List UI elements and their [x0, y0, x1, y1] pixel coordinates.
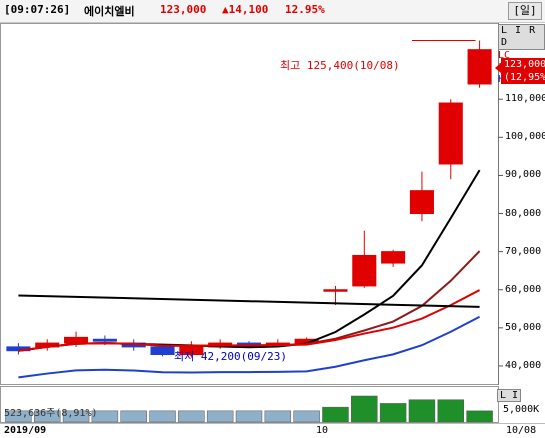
- volume-bar: [466, 410, 493, 423]
- y-tick-label: 100,000: [505, 131, 545, 143]
- volume-bar: [379, 403, 407, 423]
- high-annotation: 최고 125,400(10/08): [280, 59, 400, 72]
- current-price-tag: 123,000 (12,95%: [495, 58, 545, 84]
- volume-bar: [91, 410, 119, 423]
- volume-axis-tick: 5,000K: [503, 404, 540, 415]
- volume-bar: [351, 395, 378, 423]
- low-annotation: 최저 42,200(09/23): [174, 350, 287, 363]
- y-tick-label: 40,000: [505, 359, 542, 371]
- current-price-tag-value: 123,000: [504, 59, 545, 70]
- y-tick-label: 50,000: [505, 321, 542, 333]
- volume-bar: [62, 410, 90, 423]
- volume-bar: [293, 410, 320, 423]
- tag-arrow-icon: [495, 63, 501, 73]
- volume-bar: [178, 410, 205, 423]
- title-bar: [09:07:26] 에이치엘비 123,000 ▲14,100 12.95% …: [0, 0, 545, 23]
- ma20-line: [18, 289, 481, 352]
- volume-bar: [437, 399, 464, 423]
- candle-body: [438, 102, 463, 165]
- y-tick-label: 110,000: [505, 93, 545, 105]
- clock-time: [09:07:26]: [4, 3, 71, 16]
- volume-bar: [149, 410, 176, 423]
- candle-body: [64, 336, 89, 344]
- x-axis-start: 2019/09: [4, 425, 47, 436]
- volume-bar: [120, 410, 147, 423]
- price-change: ▲14,100: [222, 3, 269, 16]
- candle-body: [150, 346, 175, 356]
- x-axis: 2019/09 10 10/08: [0, 423, 545, 438]
- volume-bar: [235, 410, 263, 423]
- period-button[interactable]: [일]: [508, 2, 542, 20]
- current-price: 123,000: [160, 3, 207, 16]
- x-axis-mid: 10: [316, 425, 329, 436]
- candle-body: [409, 190, 434, 215]
- chart-tool-buttons[interactable]: L I R D: [498, 24, 545, 50]
- candle-body: [179, 346, 204, 356]
- candle-body: [92, 338, 117, 342]
- candle-body: [323, 289, 348, 292]
- volume-tool-buttons[interactable]: L I: [497, 389, 522, 402]
- candle-body: [467, 49, 492, 85]
- y-tick-label: 70,000: [505, 245, 542, 257]
- price-change-pct: 12.95%: [285, 3, 325, 16]
- price-chart[interactable]: [0, 23, 545, 385]
- volume-bar: [322, 406, 349, 423]
- x-axis-end: 10/08: [506, 425, 537, 436]
- volume-label: 523,636주(8,91%): [4, 408, 98, 419]
- ma60-line: [18, 315, 481, 379]
- volume-bar: [408, 399, 436, 423]
- volume-bar: [5, 410, 32, 423]
- candle-body: [381, 251, 406, 264]
- volume-bar: [264, 410, 292, 423]
- current-price-tag-pct: (12,95%: [504, 72, 545, 83]
- y-tick-label: 90,000: [505, 169, 542, 181]
- volume-bar: [206, 410, 234, 423]
- volume-bar: [34, 410, 61, 423]
- stock-name: 에이치엘비: [84, 5, 135, 18]
- candle-body: [352, 254, 377, 287]
- ma120-line: [18, 294, 480, 308]
- y-tick-label: 60,000: [505, 283, 542, 295]
- y-tick-label: 80,000: [505, 207, 542, 219]
- volume-chart[interactable]: [0, 386, 545, 423]
